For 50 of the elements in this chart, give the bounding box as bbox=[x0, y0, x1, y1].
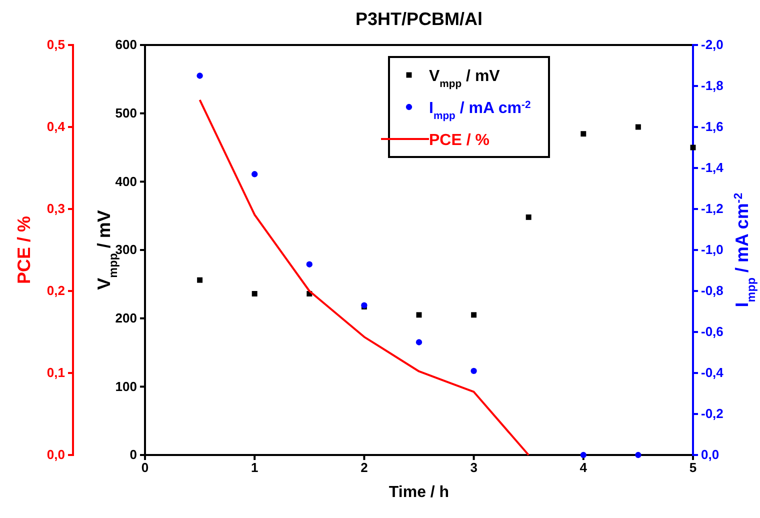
point bbox=[252, 290, 258, 296]
point bbox=[416, 339, 422, 346]
point bbox=[306, 261, 312, 268]
x-tick-label: 3 bbox=[470, 460, 478, 476]
x-tick-label: 4 bbox=[580, 460, 588, 476]
point bbox=[580, 452, 586, 458]
y-tick-label: 600 bbox=[115, 37, 137, 52]
x-axis-title: Time / h bbox=[388, 484, 450, 501]
y-tick-label: 100 bbox=[115, 378, 137, 394]
y2-tick-label: -1,6 bbox=[701, 119, 724, 134]
point bbox=[580, 131, 586, 137]
y2-tick-label: -2,0 bbox=[701, 37, 724, 52]
y-tick-label: 500 bbox=[115, 105, 137, 120]
point bbox=[196, 72, 203, 79]
y3-tick-label: 0,0 bbox=[46, 447, 65, 462]
legend-label: V$_{mpp}$ / mV bbox=[429, 68, 500, 90]
y2-tick-label: -1,4 bbox=[701, 160, 724, 176]
point bbox=[635, 452, 642, 458]
y2-tick-label: 0,0 bbox=[701, 447, 720, 462]
y3-tick-label: 0,1 bbox=[46, 365, 65, 380]
y3-tick-label: 0,5 bbox=[46, 37, 65, 52]
point bbox=[470, 368, 477, 374]
legend-label: I$_{mpp}$ / mA cm$^{-2}$ bbox=[429, 100, 531, 122]
y2-tick-label: -0,4 bbox=[701, 365, 724, 380]
point bbox=[252, 171, 258, 178]
y3-tick-label: 0,2 bbox=[46, 283, 65, 298]
y2-tick-label: -1,8 bbox=[701, 78, 724, 94]
y2-tick-label: -1,2 bbox=[701, 201, 724, 216]
y2-tick-label: -0,2 bbox=[701, 406, 724, 422]
point bbox=[416, 312, 422, 318]
y3-axis-title: PCE / % bbox=[14, 216, 34, 284]
x-tick-label: 5 bbox=[689, 460, 697, 476]
y-tick-label: 0 bbox=[130, 447, 137, 462]
y-tick-label: 200 bbox=[115, 310, 137, 326]
y3-tick-label: 0,3 bbox=[46, 201, 65, 216]
point bbox=[471, 312, 477, 318]
point bbox=[526, 214, 532, 220]
x-tick-label: 0 bbox=[141, 460, 149, 476]
chart-title: P3HT/PCBM/Al bbox=[355, 9, 483, 29]
line-series bbox=[198, 98, 530, 456]
y2-tick-label: -0,6 bbox=[701, 324, 724, 340]
x-tick-label: 2 bbox=[360, 460, 368, 476]
point bbox=[197, 277, 203, 283]
y2-tick-label: -1,0 bbox=[701, 242, 724, 258]
y2-tick-label: -0,8 bbox=[701, 283, 724, 298]
x-tick-label: 1 bbox=[250, 460, 258, 476]
point bbox=[635, 124, 641, 130]
y3-tick-label: 0,4 bbox=[46, 119, 66, 134]
y-tick-label: 400 bbox=[115, 174, 137, 189]
legend-label: PCE / % bbox=[429, 132, 490, 149]
